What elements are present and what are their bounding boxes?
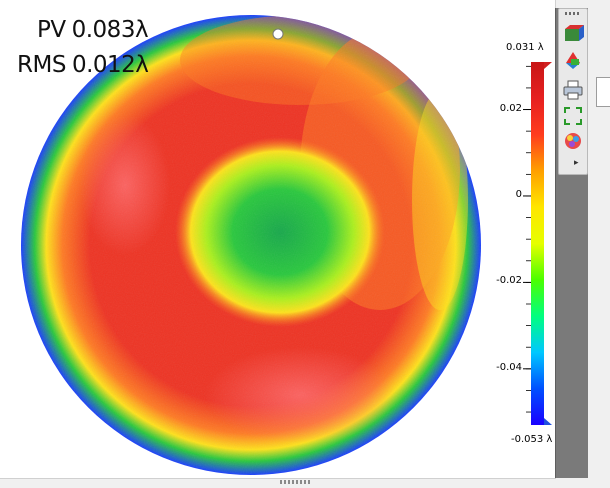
print-button[interactable]: [562, 79, 584, 101]
colorbar-strip: [531, 62, 544, 425]
pv-value: 0.083λ: [71, 17, 149, 43]
scroll-thumb[interactable]: [596, 77, 610, 107]
3d-view-button[interactable]: [562, 23, 584, 45]
scroll-track: [588, 0, 610, 488]
min-marker-icon[interactable]: [544, 418, 552, 425]
palette-icon: [565, 133, 581, 149]
max-marker-icon[interactable]: [544, 62, 552, 69]
toolbar-panel: ▸: [558, 8, 588, 175]
colorbar-min-label: -0.053 λ: [511, 434, 553, 445]
palette-button[interactable]: [562, 130, 584, 152]
wavefront-map: [21, 15, 481, 475]
colorbar-tick-label: 0: [515, 188, 522, 200]
colorbar-tick-label: 0.02: [499, 102, 522, 114]
color-map-button[interactable]: [562, 49, 584, 71]
noise-overlay: [21, 15, 481, 475]
rms-readout: RMS 0.012λ: [17, 52, 149, 78]
pv-readout: PV 0.083λ: [37, 17, 149, 43]
colorbar-tick-label: -0.02: [496, 275, 522, 287]
fit-to-window-icon: [564, 107, 582, 125]
3d-view-icon: [565, 25, 584, 41]
wavefront-map-panel: PV 0.083λ RMS 0.012λ 0.031 λ -0.053 λ 0.02…: [0, 0, 556, 479]
toolbar-grip[interactable]: [565, 12, 581, 15]
toolbar-more-icon[interactable]: ▸: [574, 158, 579, 168]
pv-label: PV: [37, 17, 66, 43]
color-map-icon: [566, 52, 580, 69]
fit-to-window-button[interactable]: [562, 105, 584, 127]
colorbar-tick-label: -0.04: [496, 361, 522, 373]
bottom-resize-grip[interactable]: [280, 480, 310, 484]
colorbar-ticks: [523, 65, 531, 413]
print-icon: [563, 80, 583, 100]
side-toolbar: ▸: [555, 8, 589, 478]
rms-label: RMS: [17, 52, 66, 78]
dust-speck-top: [272, 28, 284, 40]
colorbar: 0.031 λ -0.053 λ 0.02 0 -0.02 -0.04: [492, 38, 555, 448]
rms-value: 0.012λ: [71, 52, 149, 78]
colorbar-max-label: 0.031 λ: [506, 42, 544, 53]
